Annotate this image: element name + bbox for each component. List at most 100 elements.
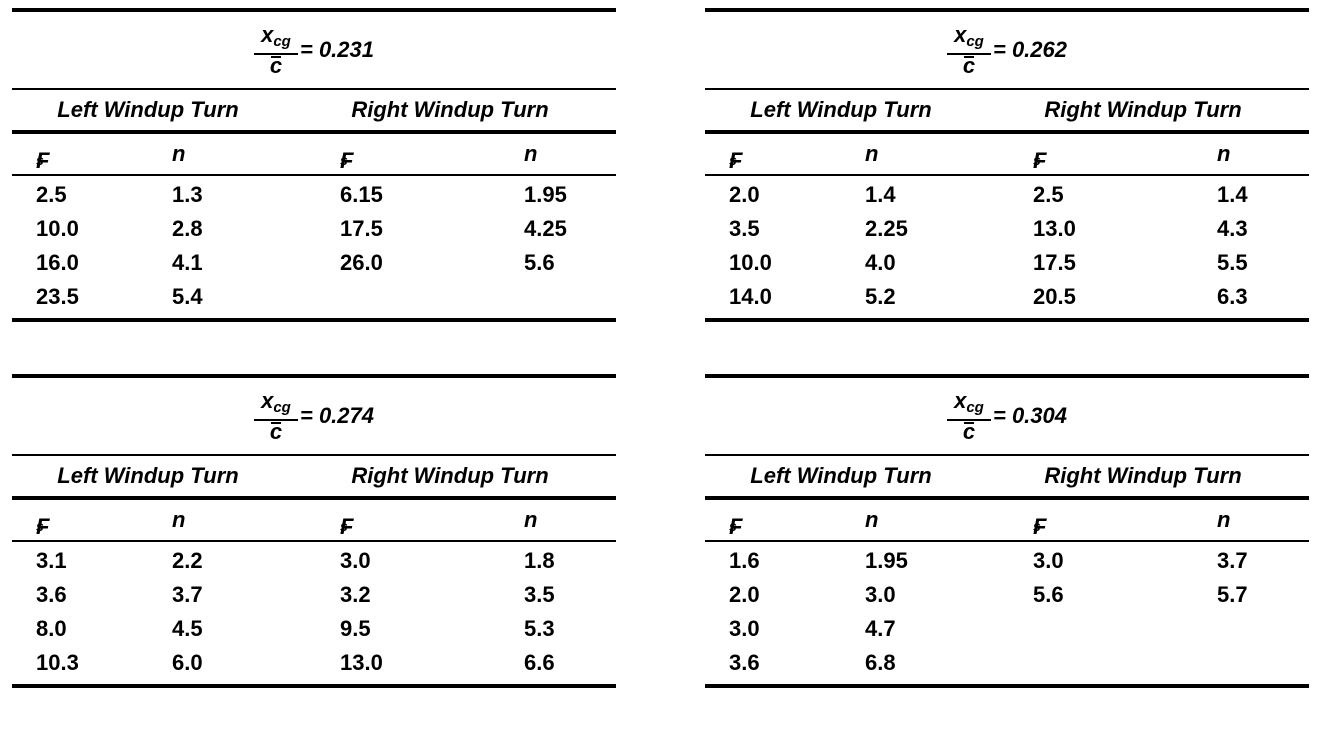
xcg-subscript: cg — [273, 398, 291, 416]
table-cell: 1.95 — [524, 182, 567, 207]
table-cell: 4.3 — [1217, 216, 1248, 241]
table-cell: 4.1 — [172, 250, 203, 275]
table-body: 3.1 2.2 3.0 1.8 3.6 3.7 3.2 3.5 8.0 4.5 … — [12, 542, 616, 684]
xcg-subscript: cg — [966, 32, 984, 50]
right-windup-header: Right Windup Turn — [351, 463, 549, 488]
table-cell: 2.25 — [865, 216, 908, 241]
fraction-bar — [946, 52, 991, 55]
col-n-right: n — [1217, 141, 1231, 166]
table-cell: 6.8 — [865, 650, 896, 675]
table-cell: 23.5 — [36, 284, 79, 309]
bottom-rule — [705, 684, 1309, 688]
xcg-over-cbar-fraction: xcg c — [253, 23, 298, 78]
table-body: 2.0 1.4 2.5 1.4 3.5 2.25 13.0 4.3 10.0 4… — [705, 176, 1309, 318]
table-cell: 3.0 — [865, 582, 896, 607]
fraction-bar — [253, 418, 298, 421]
table-cell: 3.7 — [1217, 548, 1248, 573]
table-cell: 1.4 — [865, 182, 896, 207]
table-cell: 9.5 — [340, 616, 371, 641]
xcg-over-cbar-fraction: xcg c — [253, 389, 298, 444]
col-n-left: n — [172, 507, 186, 532]
col-n-left: n — [172, 141, 186, 166]
top-rule — [12, 374, 616, 378]
cbar-symbol: c — [269, 52, 283, 78]
overbar — [270, 421, 282, 424]
table-cell: 1.4 — [1217, 182, 1248, 207]
xcg-value: = 0.274 — [299, 403, 374, 428]
table-cell: 17.5 — [1033, 250, 1076, 275]
left-windup-header: Left Windup Turn — [750, 97, 932, 122]
table-cell: 4.0 — [865, 250, 896, 275]
table-cell: 6.0 — [172, 650, 203, 675]
left-windup-header: Left Windup Turn — [57, 97, 239, 122]
table-title: xcg c = 0.231 — [12, 12, 616, 88]
xcg-symbol: x — [954, 387, 967, 413]
cbar-symbol: c — [269, 418, 283, 444]
xcg-value: = 0.304 — [992, 403, 1067, 428]
table-xcg-0304: xcg c = 0.304 Left Windup Turn Right Win… — [705, 374, 1309, 688]
table-xcg-0262: xcg c = 0.262 Left Windup Turn Right Win… — [705, 8, 1309, 322]
table-cell: 3.6 — [729, 650, 760, 675]
table-cell: 13.0 — [340, 650, 383, 675]
col-n-left: n — [865, 507, 879, 532]
table-cell: 2.8 — [172, 216, 203, 241]
table-cell: 3.2 — [340, 582, 371, 607]
xcg-subscript: cg — [273, 32, 291, 50]
table-cell: 1.95 — [865, 548, 908, 573]
table-cell: 6.15 — [340, 182, 383, 207]
bottom-rule — [705, 318, 1309, 322]
overbar — [270, 55, 282, 58]
top-rule — [12, 8, 616, 12]
table-cell: 1.6 — [729, 548, 760, 573]
col-n-right: n — [1217, 507, 1231, 532]
table-cell: 6.3 — [1217, 284, 1248, 309]
fraction-bar — [946, 418, 991, 421]
table-cell: 16.0 — [36, 250, 79, 275]
table-cell: 26.0 — [340, 250, 383, 275]
xcg-symbol: x — [954, 21, 967, 47]
bottom-rule — [12, 684, 616, 688]
table-cell: 5.6 — [524, 250, 555, 275]
table-body: 2.5 1.3 6.15 1.95 10.0 2.8 17.5 4.25 16.… — [12, 176, 616, 318]
xcg-value: = 0.262 — [992, 37, 1067, 62]
table-cell: 4.7 — [865, 616, 896, 641]
table-cell: 3.5 — [729, 216, 760, 241]
table-cell: 2.0 — [729, 582, 760, 607]
table-title: xcg c = 0.274 — [12, 378, 616, 454]
left-windup-header: Left Windup Turn — [750, 463, 932, 488]
right-windup-header: Right Windup Turn — [351, 97, 549, 122]
table-cell: 14.0 — [729, 284, 772, 309]
table-xcg-0274: xcg c = 0.274 Left Windup Turn Right Win… — [12, 374, 616, 688]
table-cell: 4.5 — [172, 616, 203, 641]
table-xcg-0231: xcg c = 0.231 Left Windup Turn Right Win… — [12, 8, 616, 322]
group-header-row: Left Windup Turn Right Windup Turn — [705, 90, 1309, 130]
table-cell: 2.5 — [36, 182, 67, 207]
col-n-right: n — [524, 507, 538, 532]
table-cell: 3.5 — [524, 582, 555, 607]
table-cell: 3.0 — [729, 616, 760, 641]
table-cell: 10.0 — [36, 216, 79, 241]
table-cell: 3.0 — [340, 548, 371, 573]
table-cell: 17.5 — [340, 216, 383, 241]
table-cell: 3.1 — [36, 548, 67, 573]
table-cell: 8.0 — [36, 616, 67, 641]
cbar-symbol: c — [962, 418, 976, 444]
table-cell: 3.0 — [1033, 548, 1064, 573]
table-cell: 5.3 — [524, 616, 555, 641]
col-n-left: n — [865, 141, 879, 166]
table-cell: 5.5 — [1217, 250, 1248, 275]
table-cell: 1.8 — [524, 548, 555, 573]
table-cell: 5.6 — [1033, 582, 1064, 607]
table-cell: 2.2 — [172, 548, 203, 573]
table-cell: 5.4 — [172, 284, 203, 309]
top-rule — [705, 374, 1309, 378]
fraction-bar — [253, 52, 298, 55]
group-header-row: Left Windup Turn Right Windup Turn — [12, 456, 616, 496]
